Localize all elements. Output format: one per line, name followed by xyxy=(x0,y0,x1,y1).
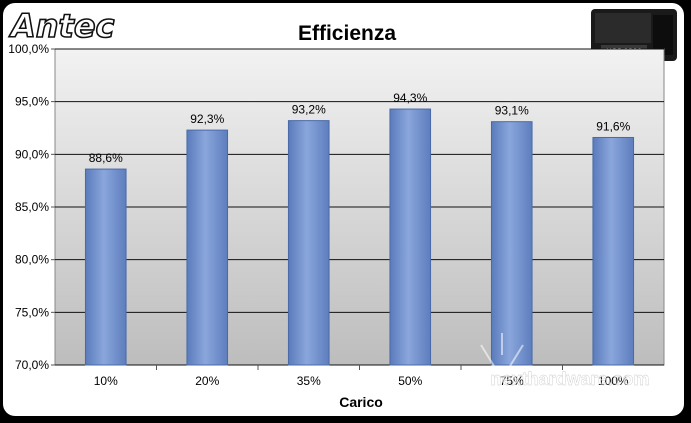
watermark-tagline: your ultimate professional resource xyxy=(538,392,648,399)
y-tick-label: 70,0% xyxy=(15,358,49,372)
value-label: 88,6% xyxy=(89,151,123,165)
x-tick-label: 20% xyxy=(195,374,219,388)
bar-75pct xyxy=(490,121,533,366)
chart-title: Efficienza xyxy=(298,22,396,45)
chart-frame: Antec HCG 1200 Efficienza 70,0%75,0%80,0… xyxy=(3,3,684,416)
y-tick-label: 85,0% xyxy=(15,200,49,214)
value-labels: 88,6% 92,3% 93,2% 94,3% 93,1% 91,6% xyxy=(89,91,631,165)
y-tick-label: 90,0% xyxy=(15,147,49,161)
efficiency-chart: Antec HCG 1200 Efficienza 70,0%75,0%80,0… xyxy=(7,6,677,414)
x-tick-label: 10% xyxy=(94,374,118,388)
y-tick-label: 100,0% xyxy=(8,42,49,56)
antec-logo: Antec xyxy=(8,7,115,45)
nexthardware-watermark: nexthardware.com your ultimate professio… xyxy=(480,333,650,414)
y-tick-label: 75,0% xyxy=(15,305,49,319)
value-label: 94,3% xyxy=(393,91,427,105)
bar-35pct xyxy=(287,120,330,366)
x-tick-label: 100% xyxy=(598,374,629,388)
watermark-brand: nexthardware.com xyxy=(490,369,649,389)
x-tick-label: 35% xyxy=(297,374,321,388)
x-axis-label: Carico xyxy=(339,394,383,410)
x-tick-label: 50% xyxy=(398,374,422,388)
bar-100pct xyxy=(592,136,635,366)
y-tick-label: 95,0% xyxy=(15,95,49,109)
value-label: 91,6% xyxy=(596,119,630,133)
bar-series xyxy=(84,108,635,366)
bar-10pct xyxy=(84,168,127,366)
value-label: 93,1% xyxy=(495,104,529,118)
value-label: 93,2% xyxy=(292,103,326,117)
y-tick-label: 80,0% xyxy=(15,253,49,267)
bar-50pct xyxy=(389,108,432,366)
y-axis-ticks: 70,0% 75,0% 80,0% 85,0% 90,0% 95,0% 100,0% xyxy=(8,42,55,372)
gridlines xyxy=(55,48,664,366)
value-label: 92,3% xyxy=(190,112,224,126)
bar-20pct xyxy=(186,129,229,366)
